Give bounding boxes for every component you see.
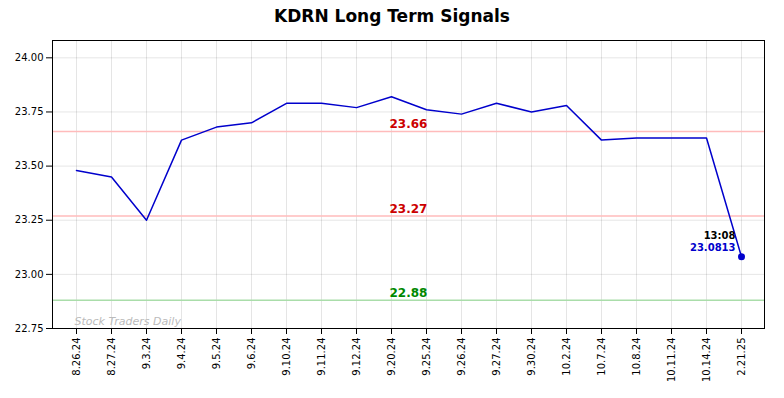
svg-text:23.50: 23.50 [15,160,44,171]
svg-text:9.4.24: 9.4.24 [176,338,187,370]
svg-text:22.88: 22.88 [390,286,428,300]
svg-text:9.10.24: 9.10.24 [281,338,292,376]
svg-text:10.7.24: 10.7.24 [596,338,607,376]
svg-text:9.6.24: 9.6.24 [246,338,257,370]
svg-text:8.27.24: 8.27.24 [106,338,117,376]
svg-text:2.21.25: 2.21.25 [736,338,747,376]
svg-text:13:08: 13:08 [704,230,736,241]
svg-text:9.12.24: 9.12.24 [351,338,362,376]
svg-text:9.11.24: 9.11.24 [316,338,327,376]
svg-text:10.8.24: 10.8.24 [631,338,642,376]
svg-text:23.75: 23.75 [15,106,44,117]
svg-text:8.26.24: 8.26.24 [71,338,82,376]
svg-text:24.00: 24.00 [15,52,44,63]
svg-text:10.14.24: 10.14.24 [701,338,712,383]
svg-text:23.27: 23.27 [390,202,428,216]
svg-text:23.25: 23.25 [15,214,44,225]
svg-text:10.11.24: 10.11.24 [666,338,677,383]
svg-text:23.66: 23.66 [390,117,428,131]
svg-text:9.20.24: 9.20.24 [386,338,397,376]
svg-text:9.3.24: 9.3.24 [141,338,152,370]
svg-text:9.26.24: 9.26.24 [456,338,467,376]
svg-text:9.30.24: 9.30.24 [526,338,537,376]
svg-text:9.5.24: 9.5.24 [211,338,222,370]
svg-text:23.00: 23.00 [15,269,44,280]
svg-text:10.2.24: 10.2.24 [561,338,572,376]
svg-text:9.27.24: 9.27.24 [491,338,502,376]
html-text:KDRN Long Term Signals: KDRN Long Term Signals [274,6,510,26]
svg-text:22.75: 22.75 [15,323,44,334]
svg-text:Stock Traders Daily: Stock Traders Daily [75,315,182,328]
svg-text:9.25.24: 9.25.24 [421,338,432,376]
svg-text:23.0813: 23.0813 [690,242,736,253]
